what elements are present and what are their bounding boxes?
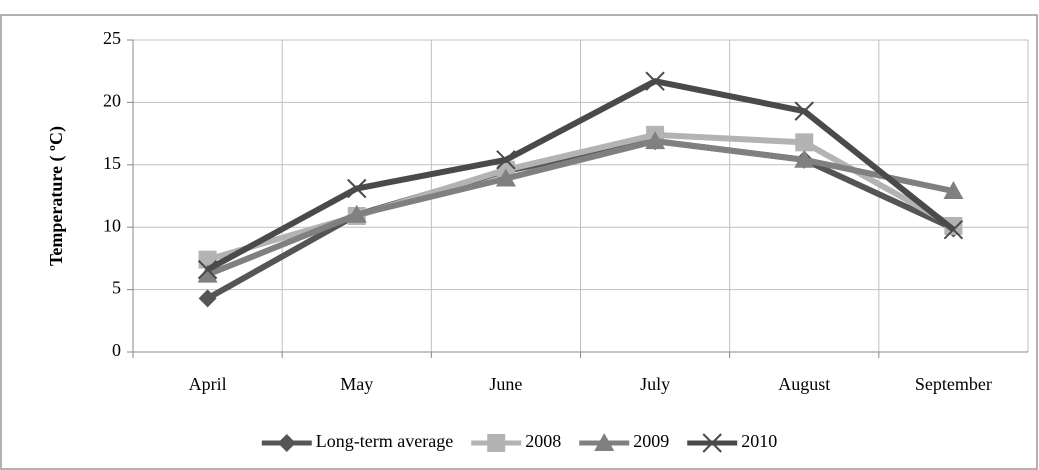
- x-tick-label: April: [189, 374, 227, 394]
- legend-label: 2009: [633, 431, 669, 451]
- x-tick-label: July: [640, 374, 670, 394]
- marker: [702, 433, 722, 453]
- marker: [795, 133, 814, 152]
- legend-label: 2010: [741, 431, 777, 451]
- series-line: [206, 138, 955, 278]
- y-tick-label: 0: [112, 340, 121, 360]
- series-line: [206, 138, 955, 301]
- marker: [794, 149, 815, 168]
- marker: [346, 204, 367, 223]
- y-tick-label: 10: [103, 215, 121, 235]
- legend-label: Long-term average: [316, 431, 453, 451]
- x-tick-label: May: [340, 374, 373, 394]
- marker: [496, 150, 516, 170]
- marker: [645, 71, 665, 91]
- y-tick-label: 5: [112, 278, 121, 298]
- marker: [198, 289, 217, 308]
- marker: [594, 433, 615, 451]
- marker: [487, 434, 506, 452]
- legend: Long-term average 2008 2009 2010: [261, 431, 777, 453]
- marker: [197, 259, 218, 280]
- marker: [197, 264, 218, 283]
- marker: [347, 178, 367, 199]
- x-tick-label: August: [778, 374, 830, 394]
- x-tick-label: June: [489, 374, 522, 394]
- y-tick-label: 20: [103, 91, 121, 111]
- y-tick-label: 25: [103, 28, 121, 48]
- x-tick-label: September: [915, 374, 992, 394]
- y-axis-label: Temperature ( ºC): [46, 126, 67, 266]
- marker: [943, 219, 964, 240]
- marker: [645, 131, 666, 150]
- series-line: [206, 78, 956, 273]
- marker: [943, 181, 964, 200]
- legend-label: 2008: [525, 431, 561, 451]
- chart-frame: [0, 14, 1038, 470]
- marker: [277, 434, 296, 452]
- y-tick-label: 15: [103, 153, 121, 173]
- marker: [495, 168, 516, 187]
- marker: [794, 101, 814, 121]
